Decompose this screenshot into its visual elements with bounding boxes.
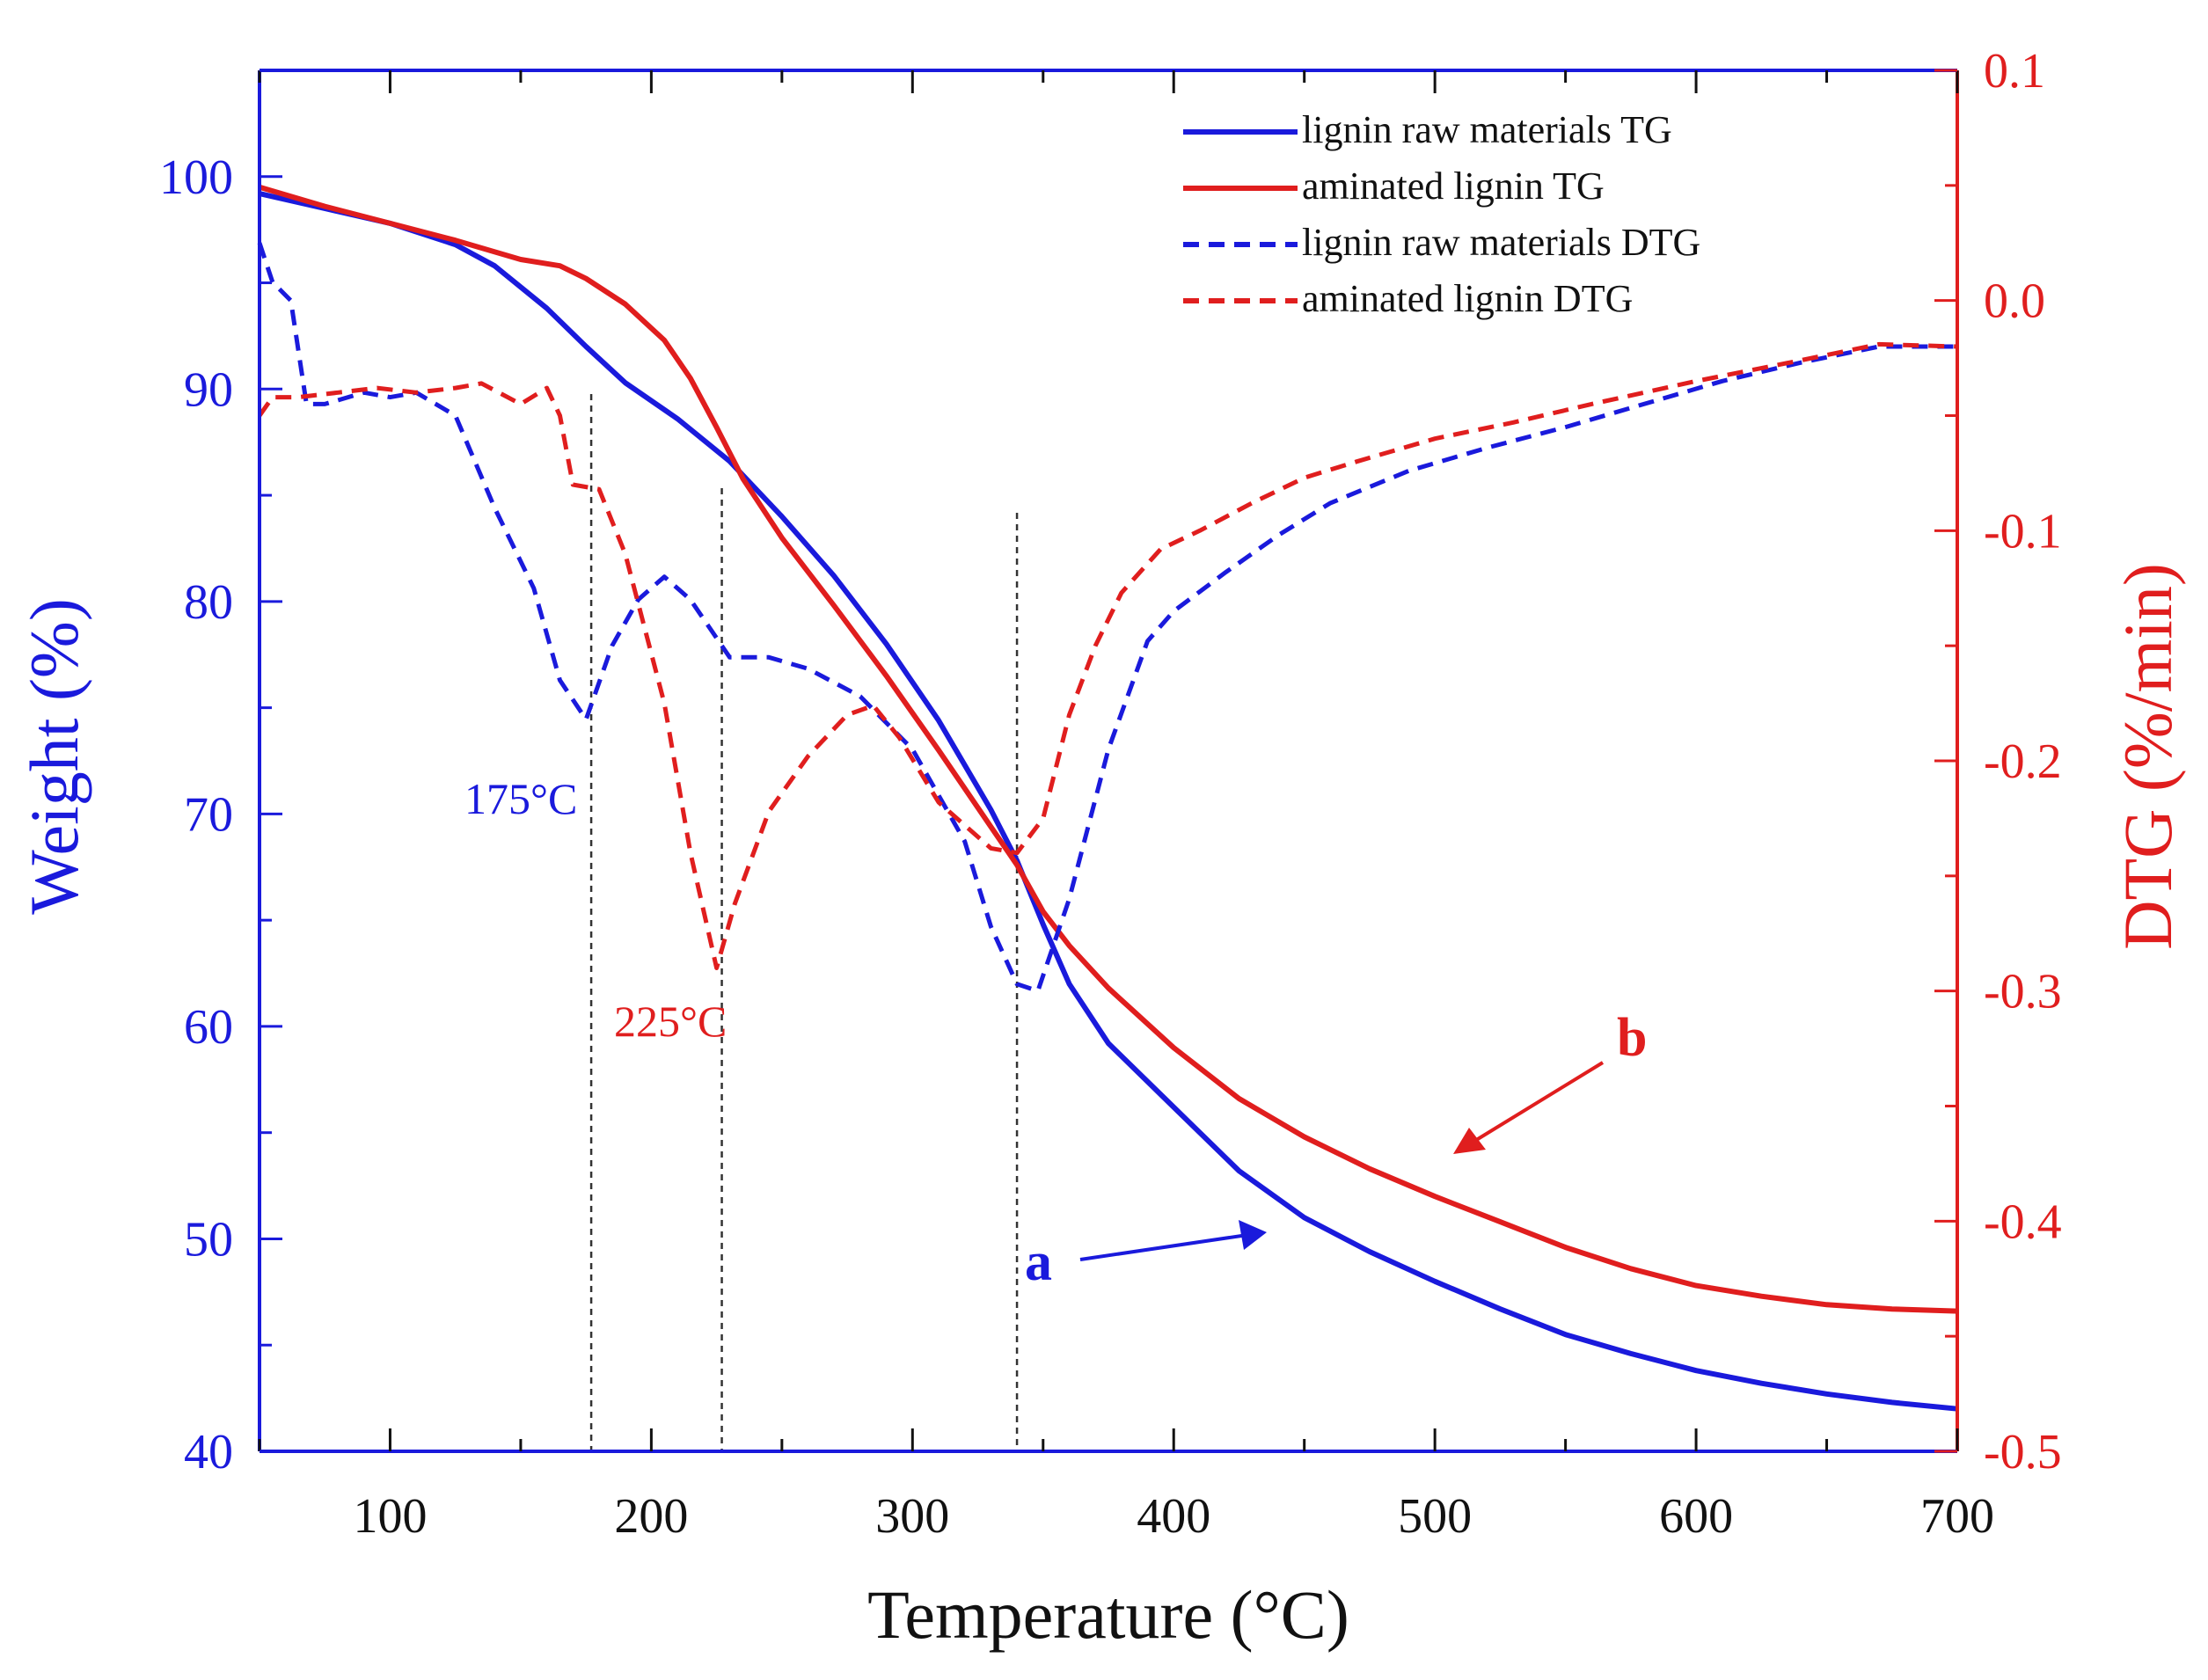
axis-ticks: 100 200 300 400 500 600 700 40 50 60 70 80 90 100 -0.5…	[159, 44, 2062, 1544]
y-right-tick-label: -0.3	[1984, 965, 2062, 1019]
y-left-tick-label: 50	[184, 1212, 233, 1267]
x-tick-label: 700	[1920, 1489, 1994, 1544]
arrow-b-head	[1453, 1128, 1486, 1154]
arrow-b-shaft	[1472, 1061, 1605, 1143]
y-right-tick-label: -0.5	[1984, 1425, 2062, 1479]
y-right-tick-label: -0.4	[1984, 1194, 2062, 1249]
legend-label-raw-tg: lignin raw materials TG	[1302, 108, 1672, 151]
series-line-2	[257, 242, 1957, 994]
y-right-axis-label: DTG (%/min)	[2109, 563, 2186, 950]
legend-label-aminated-dtg: aminated lignin DTG	[1302, 277, 1633, 320]
annotation-label-b: b	[1617, 1008, 1647, 1068]
y-right-tick-label: -0.1	[1984, 504, 2062, 559]
y-left-tick-label: 40	[184, 1425, 233, 1479]
annotations: 175°C 225°C a b	[464, 774, 1647, 1292]
x-tick-label: 100	[353, 1489, 427, 1544]
annotation-175c: 175°C	[464, 774, 577, 823]
x-tick-label: 600	[1659, 1489, 1733, 1544]
x-tick-label: 500	[1398, 1489, 1472, 1544]
arrow-a-head	[1239, 1220, 1267, 1250]
y-left-tick-label: 70	[184, 787, 233, 842]
data-curves	[257, 184, 1958, 1412]
x-axis-label: Temperature (°C)	[867, 1576, 1349, 1653]
y-left-axis-label: Weight (%)	[16, 598, 92, 915]
x-tick-label: 400	[1137, 1489, 1210, 1544]
x-tick-label: 300	[875, 1489, 949, 1544]
x-tick-label: 200	[614, 1489, 688, 1544]
y-right-tick-label: 0.0	[1984, 274, 2045, 329]
annotation-225c: 225°C	[614, 997, 727, 1046]
annotation-label-a: a	[1025, 1232, 1052, 1292]
y-left-tick-label: 60	[184, 1000, 233, 1055]
y-right-tick-label: 0.1	[1984, 44, 2045, 99]
arrow-a-shaft	[1079, 1233, 1248, 1261]
series-line-1	[259, 184, 1958, 1314]
legend-label-aminated-tg: aminated lignin TG	[1302, 164, 1605, 208]
legend: lignin raw materials TG aminated lignin …	[1183, 108, 1700, 320]
y-left-tick-label: 100	[159, 150, 233, 205]
legend-label-raw-dtg: lignin raw materials DTG	[1302, 221, 1700, 264]
y-left-tick-label: 80	[184, 575, 233, 630]
y-right-tick-label: -0.2	[1984, 734, 2062, 789]
series-line-3	[257, 341, 1958, 970]
y-left-tick-label: 90	[184, 362, 233, 417]
